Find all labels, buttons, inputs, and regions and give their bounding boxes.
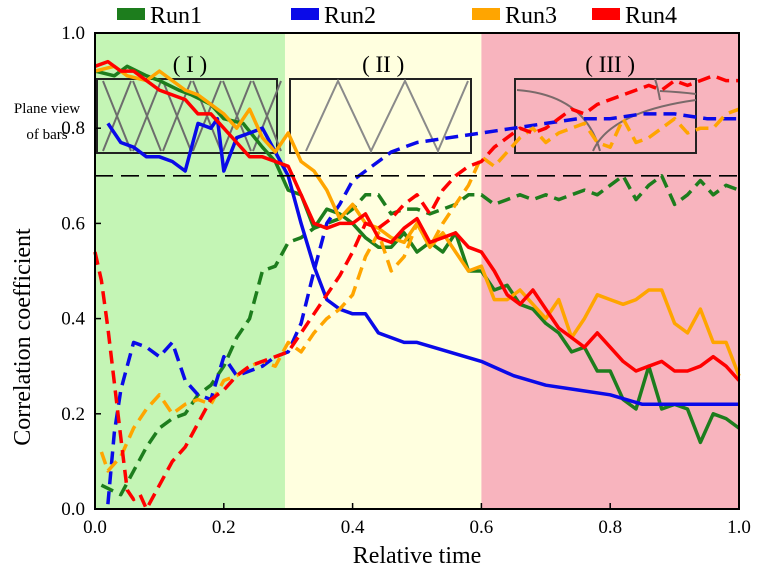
region-1-background xyxy=(95,33,285,509)
inset-region-1 xyxy=(96,78,282,154)
series-run3-solid-line xyxy=(94,64,741,377)
region-2-background xyxy=(284,33,482,509)
y-tick-label: 0.2 xyxy=(61,404,85,425)
series-run4-solid-line xyxy=(94,59,741,382)
y-tick-label: 0.8 xyxy=(61,118,85,139)
legend-run2-swatch xyxy=(291,8,319,20)
legend-run3-label: Run3 xyxy=(505,3,557,29)
x-tick-label: 1.0 xyxy=(727,517,751,538)
side-label-line2: of bars xyxy=(26,127,67,143)
region-1-label: ( I ) xyxy=(173,52,207,77)
legend-run4-label: Run4 xyxy=(625,3,677,29)
x-tick-label: 0.0 xyxy=(83,517,107,538)
y-tick-label: 0.6 xyxy=(61,213,85,234)
x-tick-label: 0.6 xyxy=(470,517,494,538)
legend-run4-swatch xyxy=(592,8,620,20)
inset-2-bars xyxy=(305,78,469,154)
region-3-label: ( III ) xyxy=(585,52,635,77)
inset-1-bars xyxy=(102,80,282,152)
legend-run1-swatch xyxy=(117,8,145,20)
inset-region-2 xyxy=(289,78,472,154)
y-tick-label: 1.0 xyxy=(61,23,85,44)
legend-run2-label: Run2 xyxy=(324,3,376,29)
legend: Run1 Run2 Run3 Run4 xyxy=(117,3,677,29)
series-run2-dashed-line xyxy=(106,112,739,505)
side-label-line1: Plane view xyxy=(14,101,80,117)
series-run4-dashed-line xyxy=(93,74,739,511)
axes: 0.0 0.2 0.4 0.6 0.8 1.0 0.0 0.2 0.4 0.6 0.8 1.0 xyxy=(61,23,751,538)
y-tick-label: 0.0 xyxy=(61,499,85,520)
legend-run1-label: Run1 xyxy=(150,3,202,29)
plot-frame xyxy=(94,32,740,510)
series-run2-solid-line xyxy=(106,116,739,407)
region-2-label: ( II ) xyxy=(362,52,404,77)
series-run1-dashed-line xyxy=(100,174,740,497)
y-tick-label: 0.4 xyxy=(61,309,85,330)
y-axis-title: Correlation coefficient xyxy=(10,228,36,446)
x-tick-label: 0.2 xyxy=(212,517,236,538)
x-tick-label: 0.8 xyxy=(598,517,622,538)
x-tick-label: 0.4 xyxy=(341,517,365,538)
x-axis-title: Relative time xyxy=(353,543,482,569)
legend-run3-swatch xyxy=(472,8,500,20)
series-layer xyxy=(93,59,741,511)
